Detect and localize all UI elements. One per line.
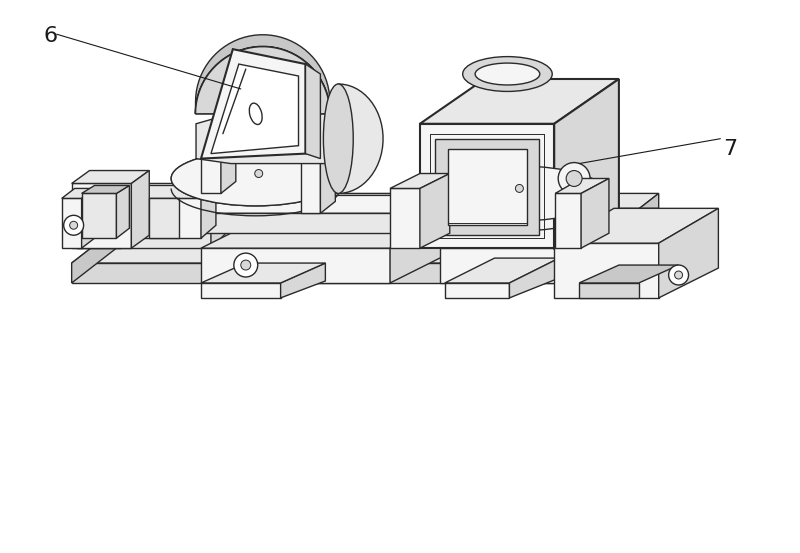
- Polygon shape: [435, 139, 539, 235]
- Ellipse shape: [323, 84, 354, 194]
- Polygon shape: [555, 179, 609, 194]
- Circle shape: [234, 253, 258, 277]
- Polygon shape: [658, 208, 718, 298]
- Text: 7: 7: [723, 139, 738, 159]
- Polygon shape: [201, 248, 390, 283]
- Polygon shape: [201, 185, 216, 238]
- Polygon shape: [201, 134, 221, 194]
- Circle shape: [558, 163, 590, 195]
- Polygon shape: [420, 79, 619, 124]
- Polygon shape: [211, 64, 298, 154]
- Circle shape: [70, 221, 78, 229]
- Polygon shape: [281, 263, 326, 298]
- Polygon shape: [201, 263, 326, 283]
- Polygon shape: [62, 189, 94, 199]
- Polygon shape: [201, 283, 281, 298]
- Polygon shape: [554, 243, 658, 298]
- Circle shape: [241, 260, 250, 270]
- Polygon shape: [445, 283, 510, 298]
- Polygon shape: [117, 185, 130, 238]
- Ellipse shape: [171, 151, 340, 206]
- Polygon shape: [390, 174, 450, 189]
- Polygon shape: [569, 194, 658, 283]
- Polygon shape: [301, 144, 321, 213]
- Polygon shape: [72, 194, 658, 263]
- Ellipse shape: [250, 103, 262, 124]
- Polygon shape: [195, 46, 330, 114]
- Polygon shape: [156, 195, 465, 213]
- Polygon shape: [72, 263, 569, 283]
- Polygon shape: [211, 184, 226, 248]
- Polygon shape: [195, 35, 330, 114]
- Polygon shape: [72, 170, 150, 184]
- Polygon shape: [201, 218, 450, 248]
- Polygon shape: [77, 199, 211, 248]
- Polygon shape: [420, 124, 554, 248]
- Ellipse shape: [432, 166, 606, 221]
- Polygon shape: [554, 79, 619, 248]
- Polygon shape: [82, 185, 130, 194]
- Polygon shape: [201, 49, 306, 159]
- Polygon shape: [196, 114, 346, 164]
- Polygon shape: [581, 179, 609, 248]
- Ellipse shape: [462, 56, 552, 91]
- Polygon shape: [122, 185, 216, 199]
- Polygon shape: [321, 132, 335, 213]
- Polygon shape: [510, 258, 559, 298]
- Circle shape: [64, 215, 83, 235]
- Polygon shape: [448, 149, 527, 225]
- Polygon shape: [150, 199, 179, 238]
- Polygon shape: [579, 265, 678, 283]
- Polygon shape: [555, 194, 581, 248]
- Polygon shape: [131, 170, 150, 248]
- Polygon shape: [390, 218, 450, 283]
- Polygon shape: [82, 194, 117, 238]
- Ellipse shape: [475, 63, 540, 85]
- Polygon shape: [338, 84, 383, 194]
- Circle shape: [254, 170, 262, 178]
- Polygon shape: [77, 180, 134, 194]
- Polygon shape: [589, 208, 658, 283]
- Polygon shape: [77, 194, 122, 248]
- Circle shape: [669, 265, 689, 285]
- Ellipse shape: [432, 166, 606, 221]
- Circle shape: [515, 185, 523, 192]
- Polygon shape: [195, 46, 330, 114]
- Circle shape: [674, 271, 682, 279]
- Polygon shape: [301, 132, 335, 144]
- Polygon shape: [445, 258, 559, 283]
- Polygon shape: [72, 194, 162, 283]
- Polygon shape: [77, 184, 226, 199]
- Polygon shape: [72, 184, 131, 248]
- Ellipse shape: [171, 151, 340, 206]
- Circle shape: [566, 170, 582, 186]
- Polygon shape: [306, 64, 321, 159]
- Polygon shape: [156, 213, 430, 233]
- Polygon shape: [122, 199, 201, 238]
- Polygon shape: [420, 174, 450, 248]
- Polygon shape: [554, 208, 718, 243]
- Polygon shape: [390, 189, 420, 248]
- Polygon shape: [221, 122, 236, 194]
- Polygon shape: [440, 208, 658, 248]
- Polygon shape: [201, 122, 236, 134]
- Polygon shape: [221, 60, 305, 114]
- Polygon shape: [579, 283, 638, 298]
- Polygon shape: [62, 199, 82, 248]
- Polygon shape: [82, 189, 94, 248]
- Polygon shape: [440, 248, 589, 283]
- Text: 6: 6: [44, 26, 58, 46]
